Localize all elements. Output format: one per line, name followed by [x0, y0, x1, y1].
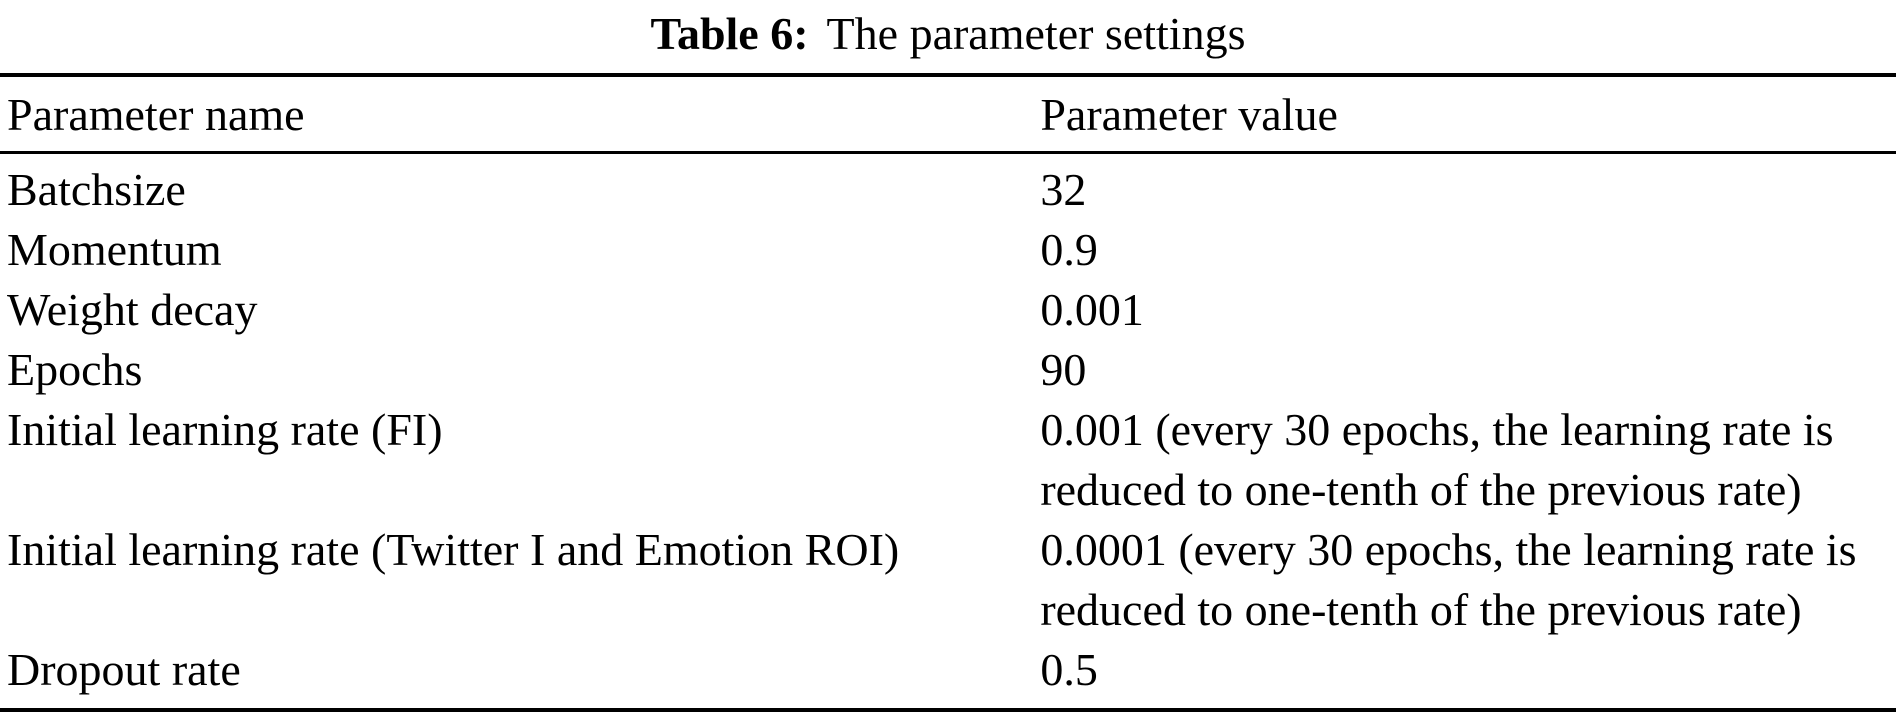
param-name-cell: Initial learning rate (Twitter I and Emo… — [7, 524, 900, 575]
param-value-cell: 0.5 — [1040, 644, 1098, 695]
table-row: Initial learning rate (Twitter I and Emo… — [0, 520, 1896, 640]
table-row: Weight decay 0.001 — [0, 280, 1896, 340]
param-name-cell: Dropout rate — [7, 644, 241, 695]
table-header: Parameter name Parameter value — [0, 75, 1896, 154]
table-caption-label: Table 6: — [650, 8, 809, 59]
param-value-cell: 0.9 — [1040, 224, 1098, 275]
param-name-cell: Batchsize — [7, 164, 186, 215]
param-name-cell: Epochs — [7, 344, 143, 395]
param-value-cell: 0.0001 (every 30 epochs, the learning ra… — [1040, 524, 1857, 635]
param-value-cell: 0.001 — [1040, 284, 1144, 335]
table-body: Batchsize 32 Momentum 0.9 Weight decay 0… — [0, 153, 1896, 711]
column-header-parameter-name: Parameter name — [0, 75, 1034, 154]
param-name-cell: Momentum — [7, 224, 222, 275]
table-row: Epochs 90 — [0, 340, 1896, 400]
table-row: Initial learning rate (FI) 0.001 (every … — [0, 400, 1896, 520]
table-row: Batchsize 32 — [0, 153, 1896, 221]
table-row: Momentum 0.9 — [0, 220, 1896, 280]
parameter-settings-table: Parameter name Parameter value Batchsize… — [0, 73, 1896, 712]
param-value-cell: 0.001 (every 30 epochs, the learning rat… — [1040, 404, 1834, 515]
table-caption: Table 6: The parameter settings — [0, 0, 1896, 66]
column-header-parameter-value: Parameter value — [1033, 75, 1896, 154]
param-value-cell: 90 — [1040, 344, 1087, 395]
table-caption-title: The parameter settings — [826, 8, 1246, 59]
table-row: Dropout rate 0.5 — [0, 640, 1896, 710]
param-value-cell: 32 — [1040, 164, 1087, 215]
param-name-cell: Weight decay — [7, 284, 258, 335]
param-name-cell: Initial learning rate (FI) — [7, 404, 443, 455]
header-row: Parameter name Parameter value — [0, 75, 1896, 154]
